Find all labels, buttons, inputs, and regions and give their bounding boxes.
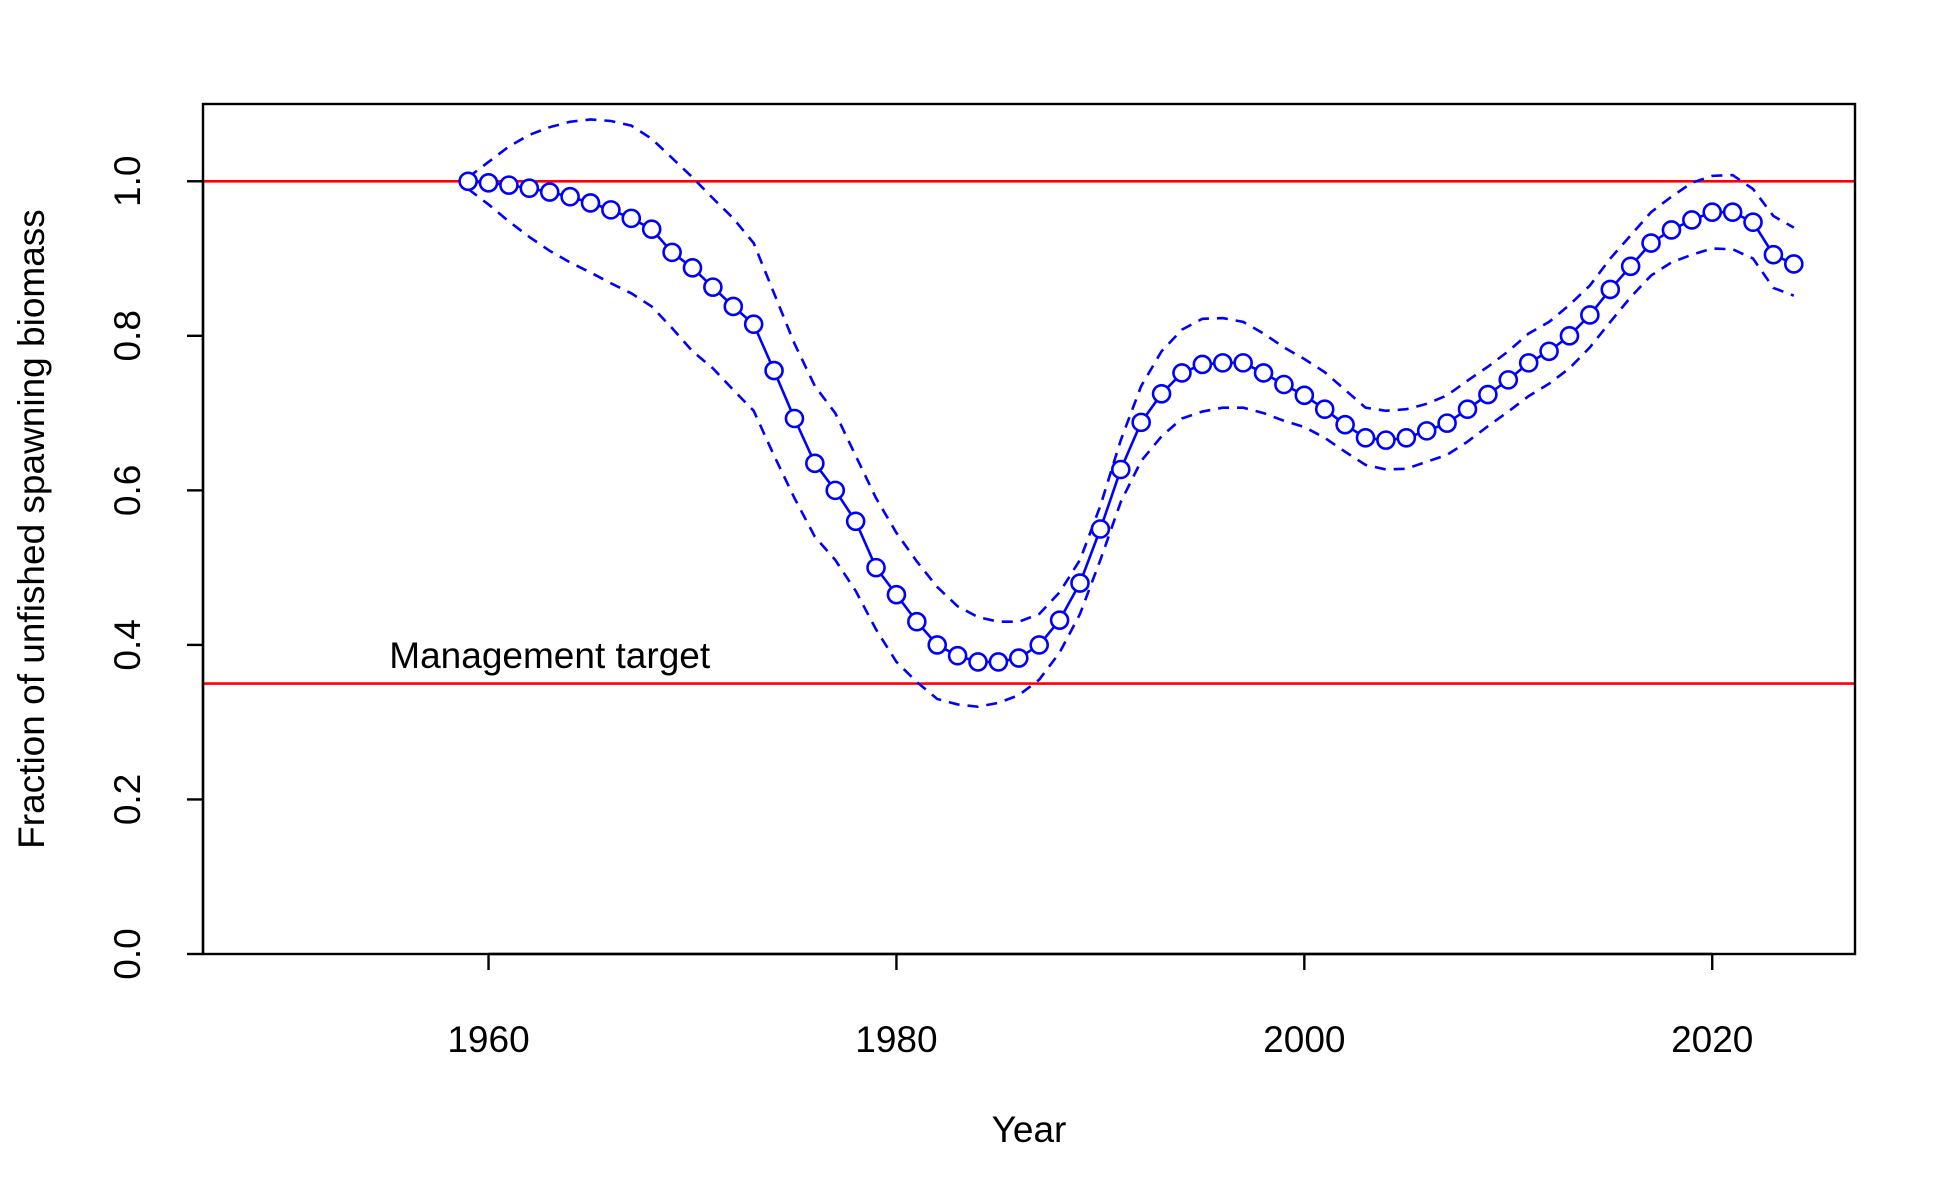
data-point bbox=[1559, 326, 1580, 346]
confidence-bands bbox=[467, 118, 1795, 709]
data-point bbox=[1539, 341, 1559, 362]
data-point bbox=[560, 186, 580, 207]
y-tick-label: 1.0 bbox=[107, 156, 148, 207]
data-point bbox=[723, 296, 744, 317]
data-point bbox=[1009, 648, 1029, 668]
data-point bbox=[866, 557, 886, 578]
data-point bbox=[1396, 428, 1417, 448]
data-point bbox=[1233, 353, 1253, 373]
data-point bbox=[1641, 233, 1661, 253]
data-point bbox=[1763, 244, 1784, 265]
data-point bbox=[968, 652, 988, 672]
data-point bbox=[1743, 212, 1763, 233]
data-point bbox=[1498, 370, 1519, 390]
data-point bbox=[1355, 428, 1376, 448]
y-tick-label: 0.4 bbox=[107, 619, 148, 670]
data-point bbox=[1722, 202, 1743, 222]
data-point bbox=[1702, 202, 1723, 222]
series-line-lower bbox=[467, 187, 1795, 709]
data-point bbox=[621, 208, 642, 229]
data-point bbox=[682, 258, 703, 278]
x-tick-label: 1960 bbox=[447, 1019, 529, 1060]
y-tick-label: 0.2 bbox=[107, 774, 148, 825]
data-point bbox=[1212, 353, 1233, 373]
data-point bbox=[1151, 383, 1172, 404]
data-point bbox=[539, 182, 560, 202]
data-point bbox=[1518, 353, 1539, 373]
data-point bbox=[764, 360, 784, 381]
data-point bbox=[1600, 279, 1621, 300]
data-point bbox=[845, 511, 866, 532]
data-point bbox=[743, 314, 764, 335]
data-point bbox=[1620, 256, 1641, 277]
data-point bbox=[927, 635, 948, 655]
data-point bbox=[1294, 385, 1315, 406]
data-point bbox=[1784, 254, 1804, 274]
data-point bbox=[1682, 210, 1702, 230]
y-axis: 0.0 0.2 0.4 0.6 0.8 1.0 bbox=[107, 156, 205, 980]
data-point bbox=[478, 173, 499, 193]
data-point bbox=[825, 480, 846, 501]
data-point bbox=[458, 171, 478, 192]
data-point bbox=[499, 175, 519, 195]
data-point bbox=[641, 219, 662, 239]
data-point bbox=[1029, 635, 1049, 655]
data-point bbox=[1335, 414, 1355, 435]
data-point bbox=[907, 611, 927, 632]
data-point bbox=[601, 200, 621, 220]
y-tick-label: 0.6 bbox=[107, 465, 148, 516]
data-point bbox=[1314, 399, 1335, 420]
data-point bbox=[1274, 374, 1294, 395]
data-point bbox=[1580, 305, 1600, 325]
data-point bbox=[1457, 399, 1478, 420]
x-tick-label: 2020 bbox=[1671, 1019, 1753, 1060]
data-point bbox=[886, 584, 907, 605]
data-point bbox=[1376, 430, 1396, 450]
data-point bbox=[805, 453, 825, 474]
data-point bbox=[519, 178, 540, 199]
data-point bbox=[1437, 413, 1457, 433]
data-point bbox=[1416, 421, 1437, 441]
data-point bbox=[988, 652, 1009, 672]
data-point bbox=[1070, 573, 1090, 593]
data-point bbox=[1110, 459, 1131, 480]
y-tick-label: 0.8 bbox=[107, 310, 148, 361]
data-point bbox=[1049, 610, 1070, 630]
series-line-upper bbox=[467, 118, 1795, 624]
data-point bbox=[1131, 412, 1151, 433]
data-point bbox=[1478, 384, 1498, 405]
data-point bbox=[1192, 354, 1213, 375]
data-point bbox=[1090, 519, 1111, 539]
estimate-points bbox=[458, 171, 1804, 672]
x-axis-title: Year bbox=[992, 1109, 1067, 1150]
data-point bbox=[947, 645, 968, 666]
data-point bbox=[580, 193, 601, 213]
data-point bbox=[784, 408, 805, 429]
y-axis-title: Fraction of unfished spawning biomass bbox=[11, 209, 52, 849]
x-tick-label: 2000 bbox=[1263, 1019, 1345, 1060]
data-point bbox=[703, 277, 723, 297]
x-tick-label: 1980 bbox=[855, 1019, 937, 1060]
data-point bbox=[1172, 363, 1192, 383]
data-point bbox=[1253, 363, 1274, 383]
management-target-label: Management target bbox=[389, 635, 711, 676]
x-axis: 1960 1980 2000 2020 bbox=[447, 952, 1753, 1060]
y-tick-label: 0.0 bbox=[107, 928, 148, 979]
data-point bbox=[1661, 220, 1682, 240]
data-point bbox=[662, 242, 682, 263]
